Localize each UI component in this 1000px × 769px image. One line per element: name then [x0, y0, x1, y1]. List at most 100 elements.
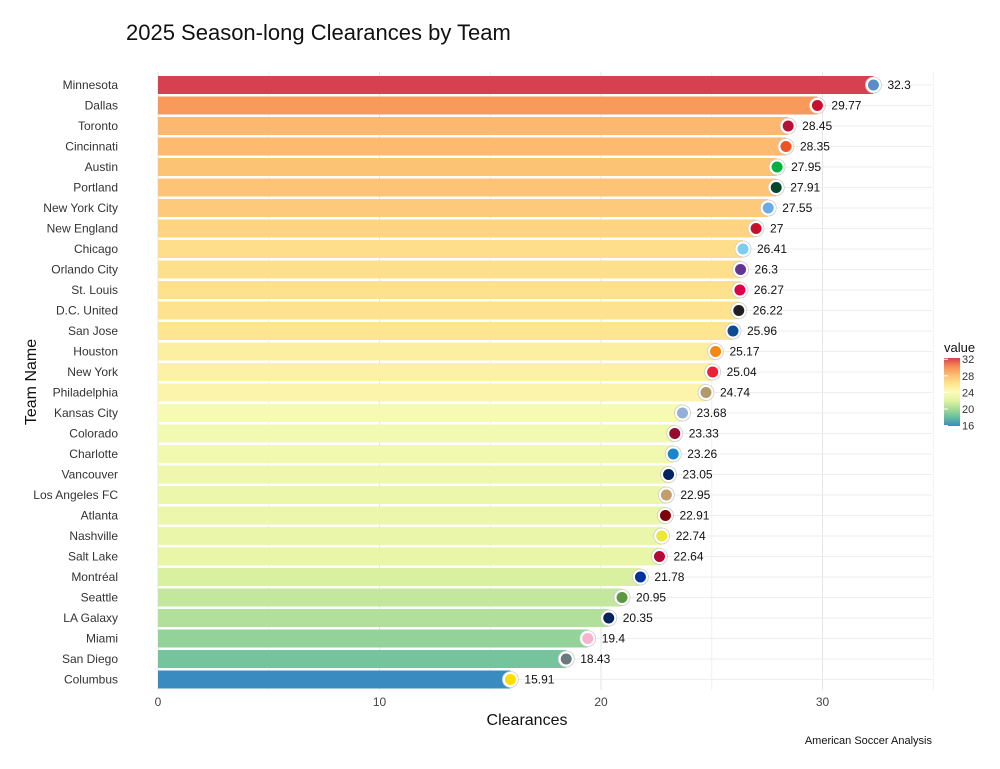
team-logo-icon: [768, 158, 786, 176]
value-label: 25.17: [730, 345, 760, 359]
chart-title: 2025 Season-long Clearances by Team: [126, 20, 511, 45]
value-label: 19.4: [602, 632, 626, 646]
y-axis-title: Team Name: [23, 339, 40, 425]
y-tick-label: Cincinnati: [65, 140, 118, 154]
value-label: 26.27: [754, 283, 784, 297]
team-logo-icon: [657, 507, 674, 524]
y-tick-label: Toronto: [78, 119, 118, 133]
value-label: 25.04: [727, 365, 757, 379]
bar-la-galaxy: [158, 609, 609, 627]
value-label: 20.95: [636, 591, 666, 605]
bar-new-york-city: [158, 199, 769, 217]
value-label: 28.35: [800, 140, 830, 154]
team-logo-icon: [865, 76, 882, 94]
bar-austin: [158, 158, 778, 176]
bar-houston: [158, 342, 716, 361]
value-label: 27: [770, 222, 784, 236]
bar-d-c-united: [158, 301, 739, 320]
bar-orlando-city: [158, 260, 741, 279]
team-logo-icon: [779, 117, 797, 135]
bar-chicago: [158, 240, 743, 258]
team-logo-icon: [674, 404, 691, 422]
x-tick-label: 0: [155, 695, 162, 709]
y-tick-label: San Jose: [68, 324, 118, 338]
bar-new-england: [158, 219, 757, 238]
legend-tick-label: 20: [962, 404, 974, 416]
bar-minnesota: [158, 76, 874, 94]
legend-title: value: [944, 340, 975, 355]
x-tick-label: 30: [816, 695, 830, 709]
value-label: 23.33: [689, 427, 719, 441]
y-tick-label: Colorado: [69, 427, 118, 441]
y-tick-label: Philadelphia: [53, 386, 119, 400]
team-logo-icon: [734, 240, 752, 258]
y-tick-label: Los Angeles FC: [33, 488, 118, 502]
x-tick-label: 10: [373, 695, 387, 709]
bars: 32.3 29.77 28.45 28.35 27.95 27.91 27.55 27 26.4…: [158, 76, 911, 689]
bar-salt-lake: [158, 547, 660, 566]
value-label: 32.3: [887, 78, 911, 92]
x-tick-label: 20: [594, 695, 608, 709]
y-tick-label: Columbus: [64, 673, 118, 687]
bar-dallas: [158, 96, 818, 115]
value-label: 24.74: [720, 386, 750, 400]
y-tick-label: Dallas: [85, 99, 118, 113]
bar-new-york: [158, 363, 713, 381]
value-label: 18.43: [580, 652, 610, 666]
legend-ticks: 32 28 24 20 16: [944, 354, 974, 433]
team-logo-icon: [666, 425, 684, 442]
bar-kansas-city: [158, 404, 683, 422]
y-tick-label: Chicago: [74, 242, 118, 256]
bar-cincinnati: [158, 137, 786, 156]
y-tick-label: D.C. United: [56, 304, 118, 318]
color-legend: value 32 28 24 20 16: [944, 340, 975, 433]
y-tick-label: St. Louis: [71, 283, 118, 297]
y-tick-label: Portland: [73, 181, 118, 195]
value-label: 22.95: [680, 488, 710, 502]
team-logo-icon: [632, 568, 649, 586]
y-tick-label: Seattle: [81, 591, 119, 605]
value-label: 23.05: [683, 468, 713, 482]
y-tick-label: Nashville: [69, 529, 118, 543]
y-tick-label: New York City: [43, 201, 118, 215]
legend-tick-label: 24: [962, 387, 974, 399]
bar-st-louis: [158, 281, 740, 299]
bar-atlanta: [158, 506, 666, 525]
bar-san-jose: [158, 322, 734, 340]
team-logo-icon: [704, 363, 722, 381]
team-logo-icon: [707, 343, 724, 360]
team-logo-icon: [660, 466, 677, 483]
value-label: 28.45: [802, 119, 832, 133]
team-logo-icon: [613, 589, 631, 606]
team-logo-icon: [600, 609, 618, 627]
team-logo-icon: [502, 671, 519, 688]
y-tick-label: New England: [47, 222, 118, 236]
y-tick-label: Miami: [86, 632, 118, 646]
team-logo-icon: [653, 527, 671, 545]
team-logo-icon: [557, 650, 575, 668]
team-logo-icon: [730, 302, 748, 319]
value-label: 22.91: [679, 509, 709, 523]
y-tick-label: San Diego: [62, 652, 118, 666]
y-tick-label: Austin: [85, 160, 118, 174]
y-tick-label: Orlando City: [51, 263, 118, 277]
team-logo-icon: [747, 220, 765, 237]
y-tick-label: Montréal: [71, 570, 118, 584]
bar-montr-al: [158, 568, 641, 586]
bar-seattle: [158, 588, 623, 607]
value-label: 15.91: [524, 673, 554, 687]
bar-columbus: [158, 670, 511, 689]
team-logo-icon: [657, 486, 675, 504]
y-axis-ticks: Minnesota Dallas Toronto Cincinnati Austin Po…: [33, 78, 119, 687]
team-logo-icon: [697, 384, 715, 401]
bar-vancouver: [158, 465, 669, 484]
legend-tick-label: 16: [962, 421, 974, 433]
team-logo-icon: [651, 548, 668, 565]
value-label: 21.78: [654, 570, 684, 584]
value-label: 26.3: [755, 263, 779, 277]
bar-nashville: [158, 527, 662, 545]
y-tick-label: Atlanta: [81, 509, 119, 523]
value-label: 20.35: [623, 611, 653, 625]
legend-tick-label: 28: [962, 371, 974, 383]
